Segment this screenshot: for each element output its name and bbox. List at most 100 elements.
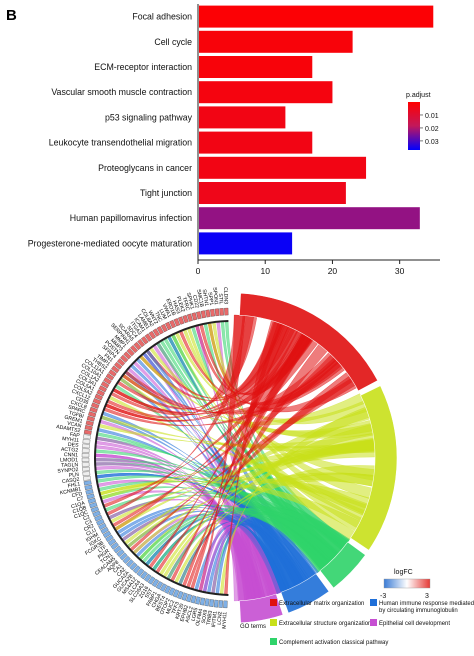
gene-segment <box>108 369 117 377</box>
gene-label: CNN1 <box>64 452 78 458</box>
gene-segment <box>122 555 131 564</box>
gene-segment <box>89 502 98 509</box>
x-tick-label: 10 <box>260 266 270 276</box>
gene-segment <box>113 545 122 554</box>
gene-segment <box>169 319 176 329</box>
bar-chart: Focal adhesion Cell cycle ECM-receptor int… <box>28 4 440 276</box>
gene-label: OLFM4 <box>195 608 204 626</box>
gene-segment <box>151 578 160 588</box>
bar-category-label: ECM-receptor interaction <box>94 62 192 72</box>
gene-segment <box>186 594 193 603</box>
gene-segment <box>219 308 224 316</box>
gene-label: ADAMTS2 <box>56 424 81 434</box>
go-terms-title: GO terms <box>240 624 266 630</box>
gene-segment <box>147 576 156 585</box>
gene-label: TAGLN <box>61 462 78 469</box>
bar <box>199 156 367 179</box>
gene-segment <box>191 312 198 321</box>
gene-segment <box>86 415 95 422</box>
gene-segment <box>164 585 171 594</box>
gene-segment <box>209 599 215 607</box>
chord-diagram: CLDN3STILSPON1SPP1SHTN1SMC1BCD22SPHK1TFR… <box>56 287 398 629</box>
bar-category-label: Vascular smooth muscle contraction <box>51 87 192 97</box>
gene-segment <box>199 597 206 606</box>
gene-label: FAP <box>69 432 80 439</box>
x-tick-label: 0 <box>196 266 201 276</box>
gene-segment <box>102 530 112 539</box>
gene-label: ACTG2 <box>61 447 79 454</box>
gene-segment <box>130 344 138 354</box>
gene-segment <box>91 402 100 409</box>
gene-label: SPARC <box>67 404 86 415</box>
bar <box>199 207 420 230</box>
gene-segment <box>196 311 202 320</box>
gene-segment <box>160 323 168 333</box>
padjust-tick-label: 0.01 <box>425 113 439 120</box>
gene-segment <box>132 565 141 574</box>
gene-label: KCNMB1 <box>59 486 81 496</box>
term-segment <box>280 573 330 614</box>
gene-label: C7 <box>76 496 84 504</box>
gene-label: IGKC <box>88 536 102 548</box>
bar <box>199 56 313 78</box>
go-legend-swatch <box>270 619 277 626</box>
gene-label: ASCL2 <box>185 606 195 624</box>
bar <box>199 106 286 129</box>
gene-label: MUC2 <box>165 599 176 615</box>
gene-segment <box>156 326 164 335</box>
gene-label: MYH11 <box>62 436 80 444</box>
gene-segment <box>210 308 215 317</box>
bar <box>199 131 313 154</box>
gene-segment <box>85 489 94 495</box>
gene-label: LGR5 <box>191 607 200 622</box>
gene-label: EPHB2 <box>179 604 190 622</box>
gene-segment <box>92 398 102 405</box>
go-legend-swatch <box>370 599 377 606</box>
gene-segment <box>119 552 128 561</box>
gene-segment <box>82 438 91 444</box>
gene-label: SPON1 <box>211 287 219 305</box>
gene-segment <box>205 309 211 318</box>
padjust-tick-label: 0.03 <box>425 139 439 146</box>
bar-category-label: Human papillomavirus infection <box>70 213 192 223</box>
gene-labels: CLDN3STILSPON1SPP1SHTN1SMC1BCD22SPHK1TFR… <box>56 287 229 629</box>
bar-category-labels: Focal adhesion Cell cycle ECM-receptor int… <box>28 12 193 249</box>
gene-label: C1QA <box>70 500 86 510</box>
padjust-ticks: 0.01 0.02 0.03 <box>420 113 439 146</box>
gene-label: LCN2 <box>217 611 224 625</box>
gene-segment <box>114 361 123 370</box>
gene-label: VCAN <box>67 421 83 430</box>
gene-segment <box>94 514 103 522</box>
gene-label: CFD <box>71 491 83 499</box>
x-tick-label: 20 <box>328 266 338 276</box>
gene-segment <box>84 484 93 491</box>
go-legend-label: Extracellular structure organization <box>279 621 371 627</box>
padjust-legend: p.adjust 0.01 0.02 0.03 <box>406 92 439 150</box>
bar-category-label: Progesterone-mediated oocyte maturation <box>28 238 192 248</box>
go-legend-swatch <box>270 599 277 606</box>
bar-series <box>199 5 434 255</box>
gene-segment <box>177 590 184 600</box>
gene-segment <box>152 328 160 337</box>
gene-segment <box>86 493 95 500</box>
gene-segment <box>178 316 185 325</box>
gene-label: CD36 <box>75 396 90 406</box>
gene-label: KRT20 <box>175 603 186 620</box>
gene-label: C3 <box>84 519 93 527</box>
gene-segment <box>82 466 90 472</box>
x-tick-label: 30 <box>395 266 405 276</box>
go-legend-label: Epithelial cell development <box>379 621 450 627</box>
bar <box>199 30 353 53</box>
bar-category-label: Focal adhesion <box>132 12 192 22</box>
bar <box>199 232 293 255</box>
gene-label: CLDN3 <box>222 287 229 304</box>
gene-segment <box>116 549 125 557</box>
padjust-legend-title: p.adjust <box>406 92 431 99</box>
term-segment <box>350 385 398 551</box>
gene-segment <box>81 453 90 458</box>
gene-segment <box>85 420 94 427</box>
chord-ribbon <box>198 526 246 602</box>
gene-segment <box>181 592 188 601</box>
gene-segment <box>94 393 103 401</box>
